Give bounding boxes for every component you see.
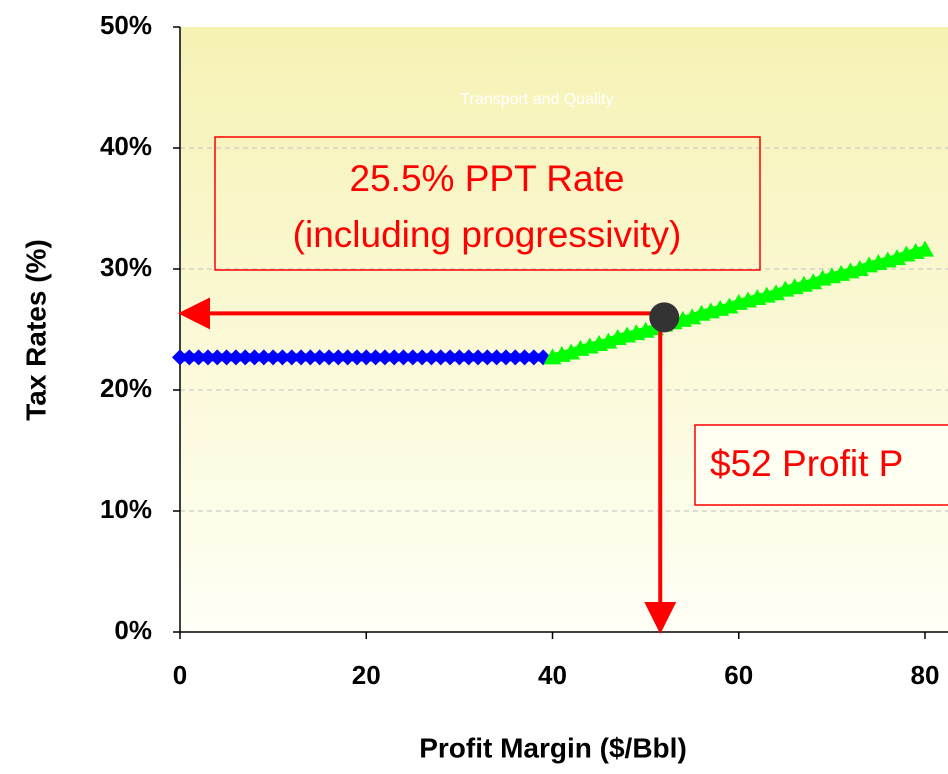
marker [395,349,412,366]
marker [348,349,365,366]
x-axis-title: Profit Margin ($/Bbl) [419,732,687,763]
marker [404,349,421,366]
marker [199,349,216,366]
grid [180,147,948,512]
marker [488,349,505,366]
marker [330,349,347,366]
marker [916,240,934,257]
marker [460,349,477,366]
marker [172,349,188,366]
marker [516,349,533,366]
marker [190,349,207,366]
marker [302,349,319,366]
rate-note: (including progressivity) [293,214,682,255]
marker [470,349,486,366]
marker [358,349,375,366]
rate-note: 25.5% PPT Rate [350,158,625,199]
marker [442,349,459,366]
highlight-point [649,302,680,333]
y-tick-label: 20% [100,373,152,403]
marker [265,349,282,366]
y-axis-title: Tax Rates (%) [20,239,51,421]
profit-note: $52 Profit P [710,443,903,484]
plot-area [180,27,948,632]
rate-box [214,136,761,271]
x-tick-label: 60 [724,660,753,690]
marker [386,349,403,366]
faint-label: Transport and Quality [460,91,613,108]
y-tick-label: 0% [114,615,152,645]
x-tick-label: 0 [173,660,187,690]
marker [181,349,198,366]
y-tick-label: 10% [100,494,152,524]
marker [209,349,226,366]
marker [497,349,514,366]
marker [432,349,449,366]
marker [479,349,496,366]
marker [274,349,291,366]
marker [237,349,254,366]
marker [339,349,356,366]
profit-box [694,424,948,506]
marker [311,349,328,366]
marker [255,349,272,366]
x-tick-label: 40 [538,660,567,690]
marker [525,349,542,366]
marker [376,349,393,366]
marker [414,349,431,366]
marker [293,349,310,366]
marker [367,349,384,366]
marker [507,349,524,366]
marker [246,349,263,366]
marker [227,349,244,366]
marker [321,349,337,366]
marker [451,349,468,366]
x-tick-label: 80 [911,660,940,690]
y-tick-label: 40% [100,131,152,161]
y-tick-label: 50% [100,10,152,40]
marker [283,349,300,366]
marker [218,349,235,366]
x-tick-label: 20 [352,660,381,690]
y-tick-label: 30% [100,252,152,282]
marker [423,349,440,366]
